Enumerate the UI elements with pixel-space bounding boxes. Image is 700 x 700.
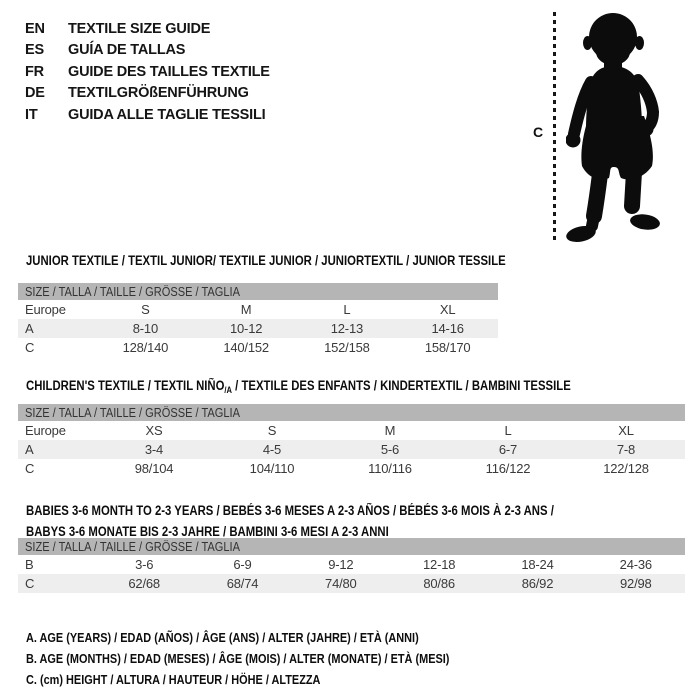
- section-title-children-pre: CHILDREN'S TEXTILE / TEXTIL NIÑO: [26, 378, 225, 393]
- language-label: GUIDE DES TAILLES TEXTILE: [68, 63, 270, 80]
- language-label: GUIDA ALLE TAGLIE TESSILI: [68, 106, 266, 123]
- table-cell: 92/98: [620, 576, 652, 591]
- table-cell: 74/80: [325, 576, 357, 591]
- footnote-c: C. (cm) HEIGHT / ALTURA / HAUTEUR / HÖHE…: [26, 672, 321, 687]
- language-row: EN TEXTILE SIZE GUIDE: [25, 18, 270, 40]
- language-code: DE: [25, 85, 45, 102]
- section-title-babies: BABIES 3-6 MONTH TO 2-3 YEARS / BEBÉS 3-…: [26, 500, 554, 542]
- table-cell: L: [504, 423, 512, 438]
- table-cell: 6-7: [498, 442, 518, 457]
- language-label: TEXTILE SIZE GUIDE: [68, 20, 211, 37]
- table-header-label: SIZE / TALLA / TAILLE / GRÖSSE / TAGLIA: [25, 405, 240, 420]
- table-cell: 128/140: [122, 340, 169, 355]
- table-cell: 140/152: [223, 340, 269, 355]
- table-cell: 80/86: [423, 576, 455, 591]
- table-cell: 18-24: [521, 557, 554, 572]
- size-table-junior: SIZE / TALLA / TAILLE / GRÖSSE / TAGLIA …: [18, 283, 498, 357]
- size-table-babies: SIZE / TALLA / TAILLE / GRÖSSE / TAGLIA …: [18, 538, 685, 593]
- table-cell: 104/110: [249, 461, 295, 476]
- table-cell: 6-9: [233, 557, 252, 572]
- table-cell: 9-12: [328, 557, 354, 572]
- table-cell: M: [240, 302, 252, 317]
- table-cell: 122/128: [603, 461, 649, 476]
- language-code: ES: [25, 42, 44, 59]
- table-cell: M: [384, 423, 396, 438]
- section-title-babies-line2: BABYS 3-6 MONATE BIS 2-3 JAHRE / BAMBINI…: [26, 524, 389, 539]
- language-label: TEXTILGRÖßENFÜHRUNG: [68, 85, 249, 102]
- table-header: SIZE / TALLA / TAILLE / GRÖSSE / TAGLIA: [18, 404, 685, 421]
- table-cell: 7-8: [616, 442, 636, 457]
- table-row: C 128/140 140/152 152/158 158/170: [18, 338, 498, 357]
- table-cell: 3-4: [144, 442, 164, 457]
- row-label: B: [25, 557, 34, 572]
- table-cell: S: [141, 302, 150, 317]
- language-row: FR GUIDE DES TAILLES TEXTILE: [25, 61, 270, 83]
- section-title-children-post: / TEXTILE DES ENFANTS / KINDERTEXTIL / B…: [231, 378, 571, 393]
- language-code: EN: [25, 20, 45, 37]
- table-cell: 12-13: [330, 321, 363, 336]
- table-header: SIZE / TALLA / TAILLE / GRÖSSE / TAGLIA: [18, 283, 498, 300]
- table-header: SIZE / TALLA / TAILLE / GRÖSSE / TAGLIA: [18, 538, 685, 555]
- table-cell: 110/116: [368, 461, 412, 476]
- table-cell: 8-10: [132, 321, 158, 336]
- table-row: Europe XS S M L XL: [18, 421, 685, 440]
- section-title-babies-line1: BABIES 3-6 MONTH TO 2-3 YEARS / BEBÉS 3-…: [26, 503, 554, 518]
- row-label: C: [25, 461, 35, 476]
- table-cell: 5-6: [380, 442, 400, 457]
- section-title-children-sub: /A: [224, 385, 232, 395]
- height-measure-label: C: [533, 124, 544, 140]
- table-cell: 24-36: [619, 557, 652, 572]
- table-cell: XS: [145, 423, 163, 438]
- footnote-a: A. AGE (YEARS) / EDAD (AÑOS) / ÂGE (ANS)…: [26, 630, 419, 645]
- table-cell: 116/122: [485, 461, 531, 476]
- height-measure-dashed-line: [553, 12, 556, 243]
- table-cell: 98/104: [134, 461, 174, 476]
- language-label: GUÍA DE TALLAS: [68, 42, 186, 59]
- section-title-junior: JUNIOR TEXTILE / TEXTIL JUNIOR/ TEXTILE …: [26, 253, 506, 268]
- table-row: C 98/104 104/110 110/116 116/122 122/128: [18, 459, 685, 478]
- table-cell: 158/170: [424, 340, 471, 355]
- footnote-b: B. AGE (MONTHS) / EDAD (MESES) / ÂGE (MO…: [26, 651, 450, 666]
- table-cell: 12-18: [423, 557, 456, 572]
- table-row: C 62/68 68/74 74/80 80/86 86/92 92/98: [18, 574, 685, 593]
- size-table-children: SIZE / TALLA / TAILLE / GRÖSSE / TAGLIA …: [18, 404, 685, 478]
- section-title-children: CHILDREN'S TEXTILE / TEXTIL NIÑO/A / TEX…: [26, 375, 571, 401]
- table-row: Europe S M L XL: [18, 300, 498, 319]
- baby-silhouette-icon: [566, 13, 660, 242]
- language-row: ES GUÍA DE TALLAS: [25, 40, 270, 62]
- table-row: A 3-4 4-5 5-6 6-7 7-8: [18, 440, 685, 459]
- row-label: Europe: [25, 302, 66, 317]
- row-label: C: [25, 340, 35, 355]
- table-header-label: SIZE / TALLA / TAILLE / GRÖSSE / TAGLIA: [25, 539, 240, 554]
- row-label: Europe: [25, 423, 66, 438]
- table-body: Europe S M L XL A 8-10 10-12 12-13 14-16 C 128/140 1…: [18, 300, 498, 357]
- table-cell: 4-5: [262, 442, 282, 457]
- language-list: EN TEXTILE SIZE GUIDE ES GUÍA DE TALLAS FR GU…: [25, 18, 270, 126]
- table-cell: 14-16: [431, 321, 464, 336]
- language-code: FR: [25, 63, 44, 80]
- row-label: A: [25, 321, 34, 336]
- row-label: A: [25, 442, 34, 457]
- table-cell: XL: [439, 302, 456, 317]
- table-cell: 62/68: [128, 576, 160, 591]
- language-row: IT GUIDA ALLE TAGLIE TESSILI: [25, 104, 270, 126]
- language-code: IT: [25, 106, 38, 123]
- legend-footnotes: A. AGE (YEARS) / EDAD (AÑOS) / ÂGE (ANS)…: [26, 627, 530, 690]
- table-row: A 8-10 10-12 12-13 14-16: [18, 319, 498, 338]
- table-cell: 3-6: [135, 557, 154, 572]
- table-cell: L: [343, 302, 351, 317]
- table-cell: 152/158: [324, 340, 370, 355]
- row-label: C: [25, 576, 35, 591]
- table-row: B 3-6 6-9 9-12 12-18 18-24 24-36: [18, 555, 685, 574]
- table-header-label: SIZE / TALLA / TAILLE / GRÖSSE / TAGLIA: [25, 284, 240, 299]
- table-cell: 86/92: [521, 576, 554, 591]
- table-cell: 68/74: [226, 576, 259, 591]
- table-body: B 3-6 6-9 9-12 12-18 18-24 24-36 C 62/68 68/74 74/…: [18, 555, 685, 593]
- table-cell: S: [267, 423, 277, 438]
- language-row: DE TEXTILGRÖßENFÜHRUNG: [25, 83, 270, 105]
- table-cell: 10-12: [230, 321, 263, 336]
- table-body: Europe XS S M L XL A 3-4 4-5 5-6 6-7 7-8 C 98/104 104/…: [18, 421, 685, 478]
- table-cell: XL: [618, 423, 634, 438]
